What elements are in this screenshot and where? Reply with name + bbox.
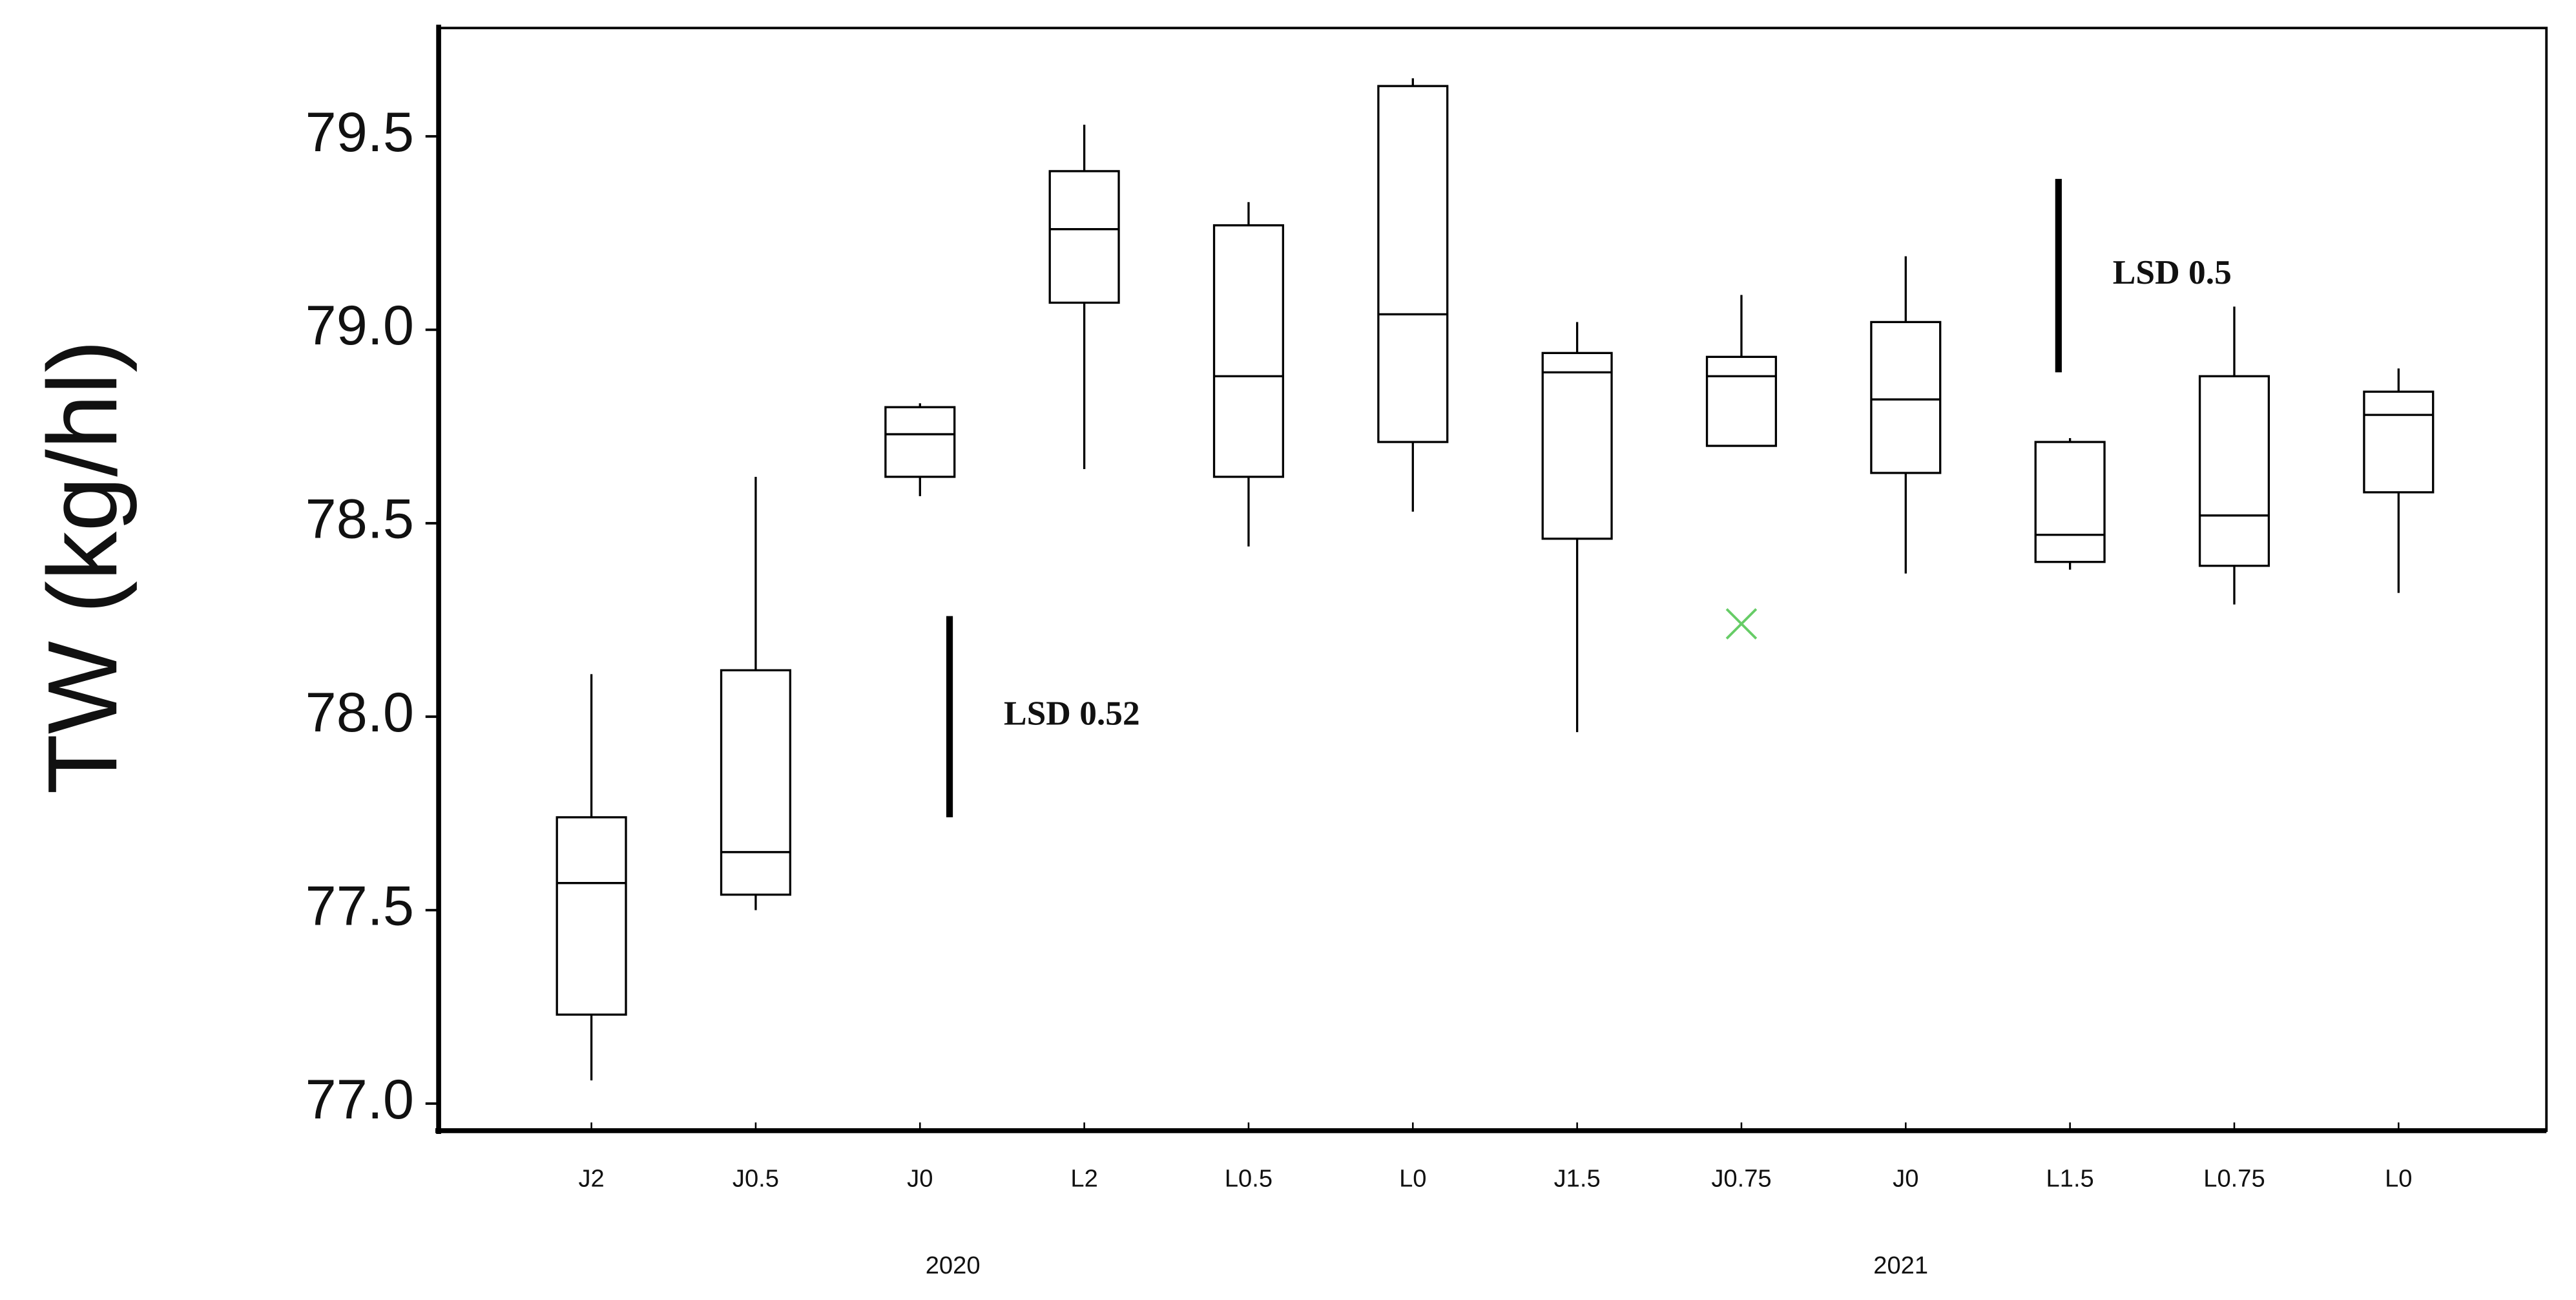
box xyxy=(556,816,627,1016)
box xyxy=(1212,224,1285,478)
y-tick-label: 78.0 xyxy=(306,682,414,744)
y-tick-label: 77.0 xyxy=(306,1069,414,1131)
x-tick-label: L1.5 xyxy=(2046,1164,2094,1192)
box xyxy=(2198,375,2270,567)
box xyxy=(1870,320,1942,474)
x-tick-label: J1.5 xyxy=(1554,1164,1601,1192)
x-tick-label: L2 xyxy=(1070,1164,1097,1192)
y-axis-label: TW (kg/hl) xyxy=(28,340,138,795)
box xyxy=(884,406,956,478)
y-tick-label: 77.5 xyxy=(306,875,414,937)
outlier xyxy=(1725,608,1758,640)
box xyxy=(720,669,792,896)
x-tick-label: L0.75 xyxy=(2203,1164,2265,1192)
y-tick-label: 78.5 xyxy=(306,488,414,550)
box xyxy=(2034,441,2106,563)
box xyxy=(2363,390,2435,494)
x-tick-label: L0 xyxy=(1399,1164,1426,1192)
group-label: 2020 xyxy=(926,1252,981,1279)
x-tick-label: J0 xyxy=(1893,1164,1918,1192)
y-tick-label: 79.5 xyxy=(306,101,414,163)
box xyxy=(1048,170,1120,304)
box xyxy=(1705,355,1778,447)
x-tick-label: J2 xyxy=(578,1164,604,1192)
lsd-label: LSD 0.5 xyxy=(2113,253,2232,291)
box xyxy=(1541,351,1613,540)
x-tick-label: L0 xyxy=(2385,1164,2412,1192)
box xyxy=(1377,85,1449,443)
group-label: 2021 xyxy=(1873,1252,1928,1279)
x-tick-label: J0 xyxy=(907,1164,933,1192)
x-tick-label: J0.75 xyxy=(1711,1164,1771,1192)
lsd-label: LSD 0.52 xyxy=(1004,693,1140,732)
x-tick-label: J0.5 xyxy=(732,1164,779,1192)
x-tick-label: L0.5 xyxy=(1225,1164,1272,1192)
y-tick-label: 79.0 xyxy=(306,295,414,357)
